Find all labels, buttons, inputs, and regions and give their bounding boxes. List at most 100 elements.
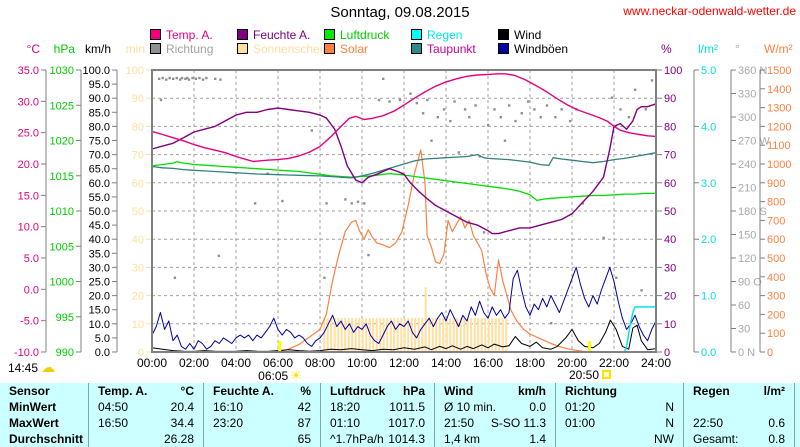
cell: 42 xyxy=(297,400,311,414)
cell: 1017.0 xyxy=(388,416,425,430)
cell: 16:50 xyxy=(98,416,129,430)
page-title: Sonntag, 09.08.2015 xyxy=(330,4,470,21)
weather-chart: 35.0 30.0 25.0 20.0 15.0 10.0 5.0 0.0 -5.0 -10.0 °… xyxy=(14,42,793,370)
svg-text:300: 300 xyxy=(738,112,756,124)
svg-text:22:00: 22:00 xyxy=(599,356,629,370)
legend-item: Solar xyxy=(324,41,369,56)
svg-text:40: 40 xyxy=(664,234,676,246)
legend-label: Taupunkt xyxy=(427,41,476,56)
series-temp-a- xyxy=(151,73,657,163)
website-link[interactable]: www.neckar-odenwald-wetter.de xyxy=(623,4,796,18)
legend-item: Regen xyxy=(411,28,462,42)
svg-text:16:00: 16:00 xyxy=(473,356,503,370)
legend-swatch-icon xyxy=(237,29,248,40)
svg-text:80: 80 xyxy=(664,121,676,133)
svg-text:1300: 1300 xyxy=(767,103,791,115)
svg-text:1010: 1010 xyxy=(50,206,74,218)
table-header-unit: l/m² xyxy=(763,384,785,398)
svg-text:100.0: 100.0 xyxy=(82,65,110,77)
axis-unit-label: hPa xyxy=(54,42,76,56)
series-sonnenschein xyxy=(323,287,508,351)
svg-text:1025: 1025 xyxy=(50,100,74,112)
svg-text:15.0: 15.0 xyxy=(89,305,110,317)
cell: 1,4 km xyxy=(444,432,481,446)
cell: 22:50 xyxy=(693,416,724,430)
svg-text:100: 100 xyxy=(664,65,682,77)
cell: Gesamt: xyxy=(693,432,739,446)
svg-text:50.0: 50.0 xyxy=(89,206,110,218)
table-col-humidity: Feuchte A.% 16:10 42 23:20 87 65 xyxy=(203,383,320,447)
table-col-wind: Wind km/h Ø 10 min. 0.0 21:50 S-SO 11.3 1,4… xyxy=(434,383,555,447)
svg-text:35.0: 35.0 xyxy=(18,65,39,77)
legend-item: Taupunkt xyxy=(411,41,476,56)
svg-text:24:00: 24:00 xyxy=(641,356,671,370)
svg-text:20.0: 20.0 xyxy=(18,159,39,171)
svg-text:20: 20 xyxy=(132,291,144,303)
svg-text:150: 150 xyxy=(738,230,756,242)
svg-text:270 W: 270 W xyxy=(738,136,770,148)
svg-text:1000: 1000 xyxy=(50,277,74,289)
timestamp-label: 14:45 xyxy=(8,361,39,375)
table-col-sensor: Sensor MinWert MaxWert Durchschnitt xyxy=(0,383,88,447)
plot-frame xyxy=(151,69,657,353)
svg-text:900: 900 xyxy=(767,178,785,190)
timestamp: 14:45 ☁ xyxy=(8,359,55,376)
svg-text:100: 100 xyxy=(126,65,144,77)
legend-swatch-icon xyxy=(237,43,248,54)
sunset-time: 20:50 xyxy=(568,368,600,382)
series-luftdruck xyxy=(151,161,656,202)
axis-kmh: 100.0 95.0 90.0 85.0 80.0 75.0 70.0 65.0 60.0 55.… xyxy=(82,42,118,359)
svg-text:1.0: 1.0 xyxy=(701,291,716,303)
svg-text:30.0: 30.0 xyxy=(18,96,39,108)
svg-text:300: 300 xyxy=(767,291,785,303)
legend-swatch-icon xyxy=(324,43,335,54)
svg-text:14:00: 14:00 xyxy=(431,356,461,370)
svg-text:800: 800 xyxy=(767,197,785,209)
legend-label: Solar xyxy=(340,41,369,56)
svg-text:3.0: 3.0 xyxy=(701,178,716,190)
table-header: Regen xyxy=(693,384,730,398)
svg-text:60: 60 xyxy=(738,300,750,312)
svg-text:240: 240 xyxy=(738,159,756,171)
svg-text:200: 200 xyxy=(767,309,785,321)
svg-text:90 O: 90 O xyxy=(738,277,762,289)
svg-text:1015: 1015 xyxy=(50,171,74,183)
svg-text:25.0: 25.0 xyxy=(89,277,110,289)
legend-swatch-icon xyxy=(498,43,509,54)
svg-text:1400: 1400 xyxy=(767,84,791,96)
axis-unit-label: % xyxy=(661,42,672,56)
cell: 0.8 xyxy=(768,432,785,446)
cell: 21:50 xyxy=(444,416,475,430)
table-header: Feuchte A. xyxy=(213,384,274,398)
svg-text:40: 40 xyxy=(132,234,144,246)
svg-text:120: 120 xyxy=(738,253,756,265)
table-header: Luftdruck xyxy=(330,384,386,398)
gridlines xyxy=(152,70,656,352)
legend-swatch-icon xyxy=(411,29,422,40)
cell: ^1.7hPa/h xyxy=(330,432,384,446)
cell: 23:20 xyxy=(213,416,244,430)
table-col-temp: Temp. A. °C 04:50 20.4 16:50 34.4 26.28 xyxy=(88,383,203,447)
svg-text:990: 990 xyxy=(56,347,74,359)
svg-text:180 S: 180 S xyxy=(738,206,767,218)
svg-text:5.0: 5.0 xyxy=(24,253,39,265)
svg-text:60: 60 xyxy=(664,178,676,190)
series-feuchte-a- xyxy=(151,103,657,235)
summary-table: Sensor MinWert MaxWert Durchschnitt Temp… xyxy=(0,383,800,447)
axis-lm: 5.0 4.0 3.0 2.0 1.0 0.0 l/m² xyxy=(693,42,718,359)
cell: 1011.5 xyxy=(389,400,425,414)
svg-text:0.0: 0.0 xyxy=(701,347,716,359)
table-col-pressure: Luftdruck hPa 18:20 1011.5 01:10 1017.0 ^1.… xyxy=(320,383,434,447)
svg-text:20: 20 xyxy=(664,291,676,303)
series-taupunkt xyxy=(151,152,657,179)
legend-swatch-icon xyxy=(150,29,161,40)
sunrise-marker: 06:05 ☀ xyxy=(235,368,325,384)
svg-text:-5.0: -5.0 xyxy=(20,316,39,328)
svg-text:10:00: 10:00 xyxy=(347,356,377,370)
svg-text:75.0: 75.0 xyxy=(89,136,110,148)
svg-text:80.0: 80.0 xyxy=(89,121,110,133)
svg-text:15.0: 15.0 xyxy=(18,190,39,202)
svg-text:10: 10 xyxy=(132,319,144,331)
cell: 01:10 xyxy=(330,416,361,430)
svg-text:18:00: 18:00 xyxy=(515,356,545,370)
